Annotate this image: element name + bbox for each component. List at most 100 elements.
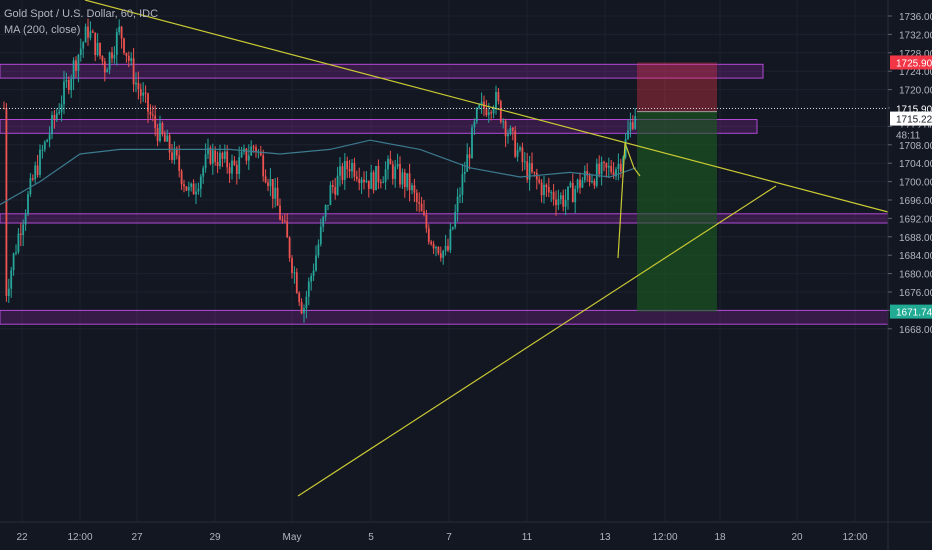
candle-body xyxy=(58,111,61,114)
candle-body xyxy=(490,112,493,114)
candle-body xyxy=(190,183,193,187)
candle-body xyxy=(538,179,541,183)
candle-body xyxy=(384,169,387,182)
time-tick-label: 20 xyxy=(791,532,803,543)
candle-body xyxy=(567,186,569,201)
candle-body xyxy=(115,32,118,55)
candle-body xyxy=(82,42,85,49)
candle-body xyxy=(377,165,380,183)
candle-body xyxy=(269,179,272,187)
candle-body xyxy=(72,60,75,80)
candle-body xyxy=(586,171,589,176)
price-tick-label: 1708.00 xyxy=(899,141,932,152)
candle-body xyxy=(161,123,164,135)
candle-countdown-label: 48:11 xyxy=(896,131,921,142)
indicator-title[interactable]: MA (200, close) xyxy=(4,24,81,36)
candle-body xyxy=(403,172,406,188)
candle-body xyxy=(430,241,433,245)
candle-body xyxy=(526,161,529,180)
candle-body xyxy=(365,180,368,183)
candle-body xyxy=(94,32,97,56)
candle-body xyxy=(142,92,145,96)
candle-body xyxy=(293,272,296,274)
candle-body xyxy=(545,184,548,188)
candle-body xyxy=(274,187,277,199)
candle-body xyxy=(406,173,409,188)
candle-body xyxy=(375,165,377,191)
candle-body xyxy=(147,93,149,112)
candle-body xyxy=(187,186,190,191)
candle-body xyxy=(166,135,169,142)
candle-body xyxy=(173,148,176,160)
candle-body xyxy=(475,108,478,122)
candle-body xyxy=(497,92,500,102)
candle-body xyxy=(235,164,238,174)
target-price-label-bg xyxy=(890,304,932,319)
candle-body xyxy=(113,54,116,59)
candle-body xyxy=(36,165,39,175)
candle-body xyxy=(468,154,471,159)
candle-body xyxy=(120,26,123,39)
candle-body xyxy=(144,92,147,94)
candle-body xyxy=(286,221,289,238)
candle-body xyxy=(279,205,281,220)
candle-body xyxy=(557,199,560,206)
candle-body xyxy=(24,214,27,225)
candle-body xyxy=(17,233,20,253)
candle-body xyxy=(12,253,15,271)
candle-body xyxy=(214,150,217,163)
candle-body xyxy=(231,160,233,174)
candle-body xyxy=(478,104,481,109)
short-position-tool[interactable] xyxy=(637,62,717,312)
candle-body xyxy=(87,26,89,38)
candle-body xyxy=(507,133,509,137)
candle-body xyxy=(336,175,339,195)
candle-body xyxy=(516,150,519,157)
candle-body xyxy=(51,115,53,135)
candle-body xyxy=(571,182,574,203)
candle-body xyxy=(139,89,142,96)
projection-path xyxy=(617,142,641,259)
symbol-title[interactable]: Gold Spot / U.S. Dollar, 60, IDC xyxy=(4,8,159,20)
candle-body xyxy=(307,281,310,297)
candle-body xyxy=(67,80,70,91)
price-axis[interactable]: 1736.001732.001728.001724.001720.001716.… xyxy=(887,0,932,550)
candle-body xyxy=(531,163,533,172)
candle-body xyxy=(331,185,334,188)
candle-body xyxy=(168,135,171,153)
time-tick-label: 5 xyxy=(368,532,374,543)
candle-body xyxy=(492,108,495,114)
candle-body xyxy=(27,194,29,215)
candle-body xyxy=(487,112,490,116)
candle-body xyxy=(473,121,476,128)
candle-body xyxy=(259,151,262,156)
time-tick-label: 12:00 xyxy=(842,532,867,543)
candle-body xyxy=(514,130,517,157)
candle-body xyxy=(298,292,301,303)
candle-body xyxy=(504,121,507,137)
trendlines[interactable] xyxy=(0,0,889,497)
candle-body xyxy=(123,38,125,53)
time-tick-label: May xyxy=(283,532,302,543)
entry-price-label: 1715.22 xyxy=(896,115,932,126)
price-zone xyxy=(0,213,889,224)
candle-body xyxy=(511,127,514,131)
candle-body xyxy=(605,163,608,168)
price-tick-label: 1696.00 xyxy=(899,196,932,207)
candle-body xyxy=(502,121,505,123)
candle-body xyxy=(629,122,632,131)
candle-body xyxy=(171,152,173,160)
candle-body xyxy=(574,188,577,203)
candle-body xyxy=(408,173,411,191)
candle-body xyxy=(471,127,473,159)
price-tick-label: 1736.00 xyxy=(899,12,932,23)
time-axis[interactable]: 22 12:00 27 29 May 5 7 11 13 12:00 18 20 12:00 xyxy=(0,521,932,543)
entry-price-label-bg xyxy=(890,111,932,126)
candle-body xyxy=(211,150,214,164)
candle-body xyxy=(15,252,17,254)
candle-body xyxy=(528,163,531,180)
candle-body xyxy=(535,172,538,180)
stop-price-label-bg xyxy=(890,55,932,70)
